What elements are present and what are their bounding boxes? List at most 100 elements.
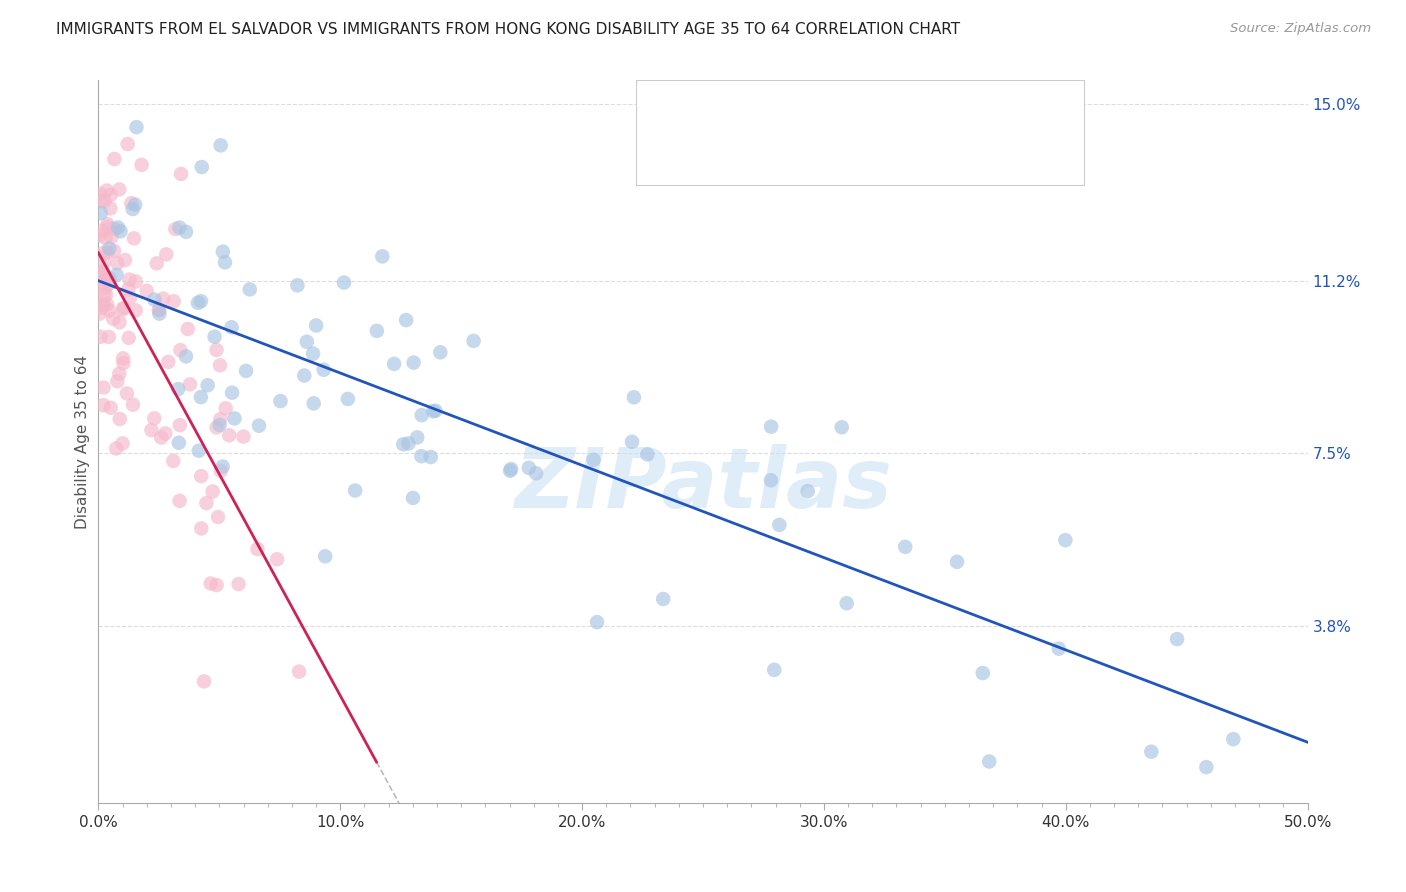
Immigrants from Hong Kong [103, 222, 125, 236]
Immigrants from El Salvador [1222, 732, 1244, 747]
Immigrants from El Salvador [204, 329, 226, 343]
Immigrants from El Salvador [382, 357, 405, 371]
Immigrants from El Salvador [422, 404, 444, 418]
Immigrants from El Salvador [419, 450, 441, 464]
Immigrants from Hong Kong [141, 423, 163, 437]
Immigrants from Hong Kong [169, 494, 191, 508]
Immigrants from El Salvador [768, 517, 790, 532]
Immigrants from El Salvador [247, 418, 270, 433]
Immigrants from Hong Kong [93, 255, 115, 269]
Immigrants from Hong Kong [93, 287, 115, 301]
Immigrants from Hong Kong [162, 454, 184, 468]
Immigrants from Hong Kong [100, 187, 122, 202]
Immigrants from Hong Kong [98, 277, 121, 291]
Text: ZIPatlas: ZIPatlas [515, 444, 891, 525]
Immigrants from El Salvador [107, 220, 129, 235]
Immigrants from El Salvador [524, 467, 547, 481]
Immigrants from El Salvador [972, 666, 994, 681]
Immigrants from El Salvador [1140, 745, 1163, 759]
Immigrants from Hong Kong [93, 246, 115, 260]
Immigrants from Hong Kong [90, 330, 112, 344]
Immigrants from El Salvador [586, 615, 609, 629]
Immigrants from Hong Kong [90, 194, 112, 209]
Immigrants from Hong Kong [124, 274, 146, 288]
Immigrants from El Salvador [402, 355, 425, 369]
Immigrants from Hong Kong [246, 541, 269, 556]
Immigrants from Hong Kong [177, 322, 200, 336]
Immigrants from Hong Kong [94, 280, 117, 294]
Immigrants from El Salvador [1166, 632, 1188, 646]
Immigrants from El Salvador [124, 197, 146, 211]
Immigrants from Hong Kong [157, 355, 180, 369]
Immigrants from Hong Kong [117, 136, 139, 151]
Immigrants from El Salvador [174, 225, 197, 239]
Immigrants from El Salvador [302, 396, 325, 410]
Immigrants from El Salvador [763, 663, 786, 677]
Immigrants from El Salvador [312, 363, 335, 377]
Immigrants from El Salvador [98, 242, 121, 256]
Immigrants from Hong Kong [207, 510, 229, 524]
Immigrants from Hong Kong [91, 277, 114, 291]
Immigrants from Hong Kong [215, 401, 238, 416]
Immigrants from Hong Kong [163, 294, 186, 309]
Immigrants from El Salvador [946, 555, 969, 569]
Immigrants from Hong Kong [122, 231, 145, 245]
Immigrants from Hong Kong [93, 380, 115, 394]
Immigrants from El Salvador [221, 385, 243, 400]
Immigrants from Hong Kong [118, 291, 141, 305]
Immigrants from El Salvador [143, 293, 166, 307]
Immigrants from Hong Kong [114, 253, 136, 268]
Immigrants from El Salvador [894, 540, 917, 554]
Immigrants from El Salvador [167, 435, 190, 450]
Immigrants from El Salvador [759, 473, 782, 487]
Immigrants from El Salvador [835, 596, 858, 610]
Immigrants from Hong Kong [97, 271, 120, 285]
Immigrants from Hong Kong [103, 244, 125, 258]
Immigrants from Hong Kong [232, 429, 254, 443]
Immigrants from Hong Kong [122, 398, 145, 412]
Immigrants from El Salvador [499, 464, 522, 478]
Immigrants from El Salvador [411, 408, 433, 422]
Immigrants from Hong Kong [100, 229, 122, 244]
Immigrants from El Salvador [429, 345, 451, 359]
Immigrants from El Salvador [187, 296, 209, 310]
Immigrants from El Salvador [90, 206, 112, 220]
Immigrants from Hong Kong [91, 224, 114, 238]
Immigrants from Hong Kong [112, 356, 135, 370]
Immigrants from El Salvador [1054, 533, 1077, 548]
Immigrants from El Salvador [125, 120, 148, 135]
Immigrants from El Salvador [305, 318, 328, 333]
Immigrants from Hong Kong [155, 247, 177, 261]
Immigrants from Hong Kong [169, 343, 191, 358]
Immigrants from Hong Kong [103, 152, 125, 166]
Immigrants from Hong Kong [112, 351, 135, 366]
Immigrants from Hong Kong [201, 484, 224, 499]
Immigrants from El Salvador [402, 491, 425, 505]
Immigrants from Hong Kong [105, 374, 128, 388]
Immigrants from Hong Kong [155, 426, 177, 441]
Immigrants from Hong Kong [120, 196, 142, 211]
Immigrants from Hong Kong [111, 436, 134, 450]
Immigrants from El Salvador [652, 592, 675, 607]
Immigrants from El Salvador [314, 549, 336, 564]
Immigrants from Hong Kong [266, 552, 288, 566]
Immigrants from Hong Kong [89, 307, 111, 321]
Text: Source: ZipAtlas.com: Source: ZipAtlas.com [1230, 22, 1371, 36]
Immigrants from El Salvador [190, 294, 212, 309]
Immigrants from El Salvador [371, 249, 394, 263]
Immigrants from Hong Kong [148, 303, 170, 318]
Immigrants from El Salvador [425, 403, 447, 417]
Immigrants from Hong Kong [205, 420, 228, 434]
Immigrants from Hong Kong [190, 521, 212, 535]
Immigrants from Hong Kong [112, 301, 135, 315]
Immigrants from El Salvador [295, 334, 318, 349]
Immigrants from Hong Kong [145, 256, 167, 270]
Immigrants from El Salvador [411, 449, 433, 463]
Immigrants from Hong Kong [93, 297, 115, 311]
Immigrants from Hong Kong [218, 428, 240, 442]
Legend: R = −0.623   N =  88, R = −0.399   N = 105: R = −0.623 N = 88, R = −0.399 N = 105 [799, 93, 1063, 167]
Immigrants from El Salvador [344, 483, 367, 498]
Immigrants from Hong Kong [131, 158, 153, 172]
Immigrants from Hong Kong [195, 496, 218, 510]
Immigrants from El Salvador [499, 462, 522, 476]
